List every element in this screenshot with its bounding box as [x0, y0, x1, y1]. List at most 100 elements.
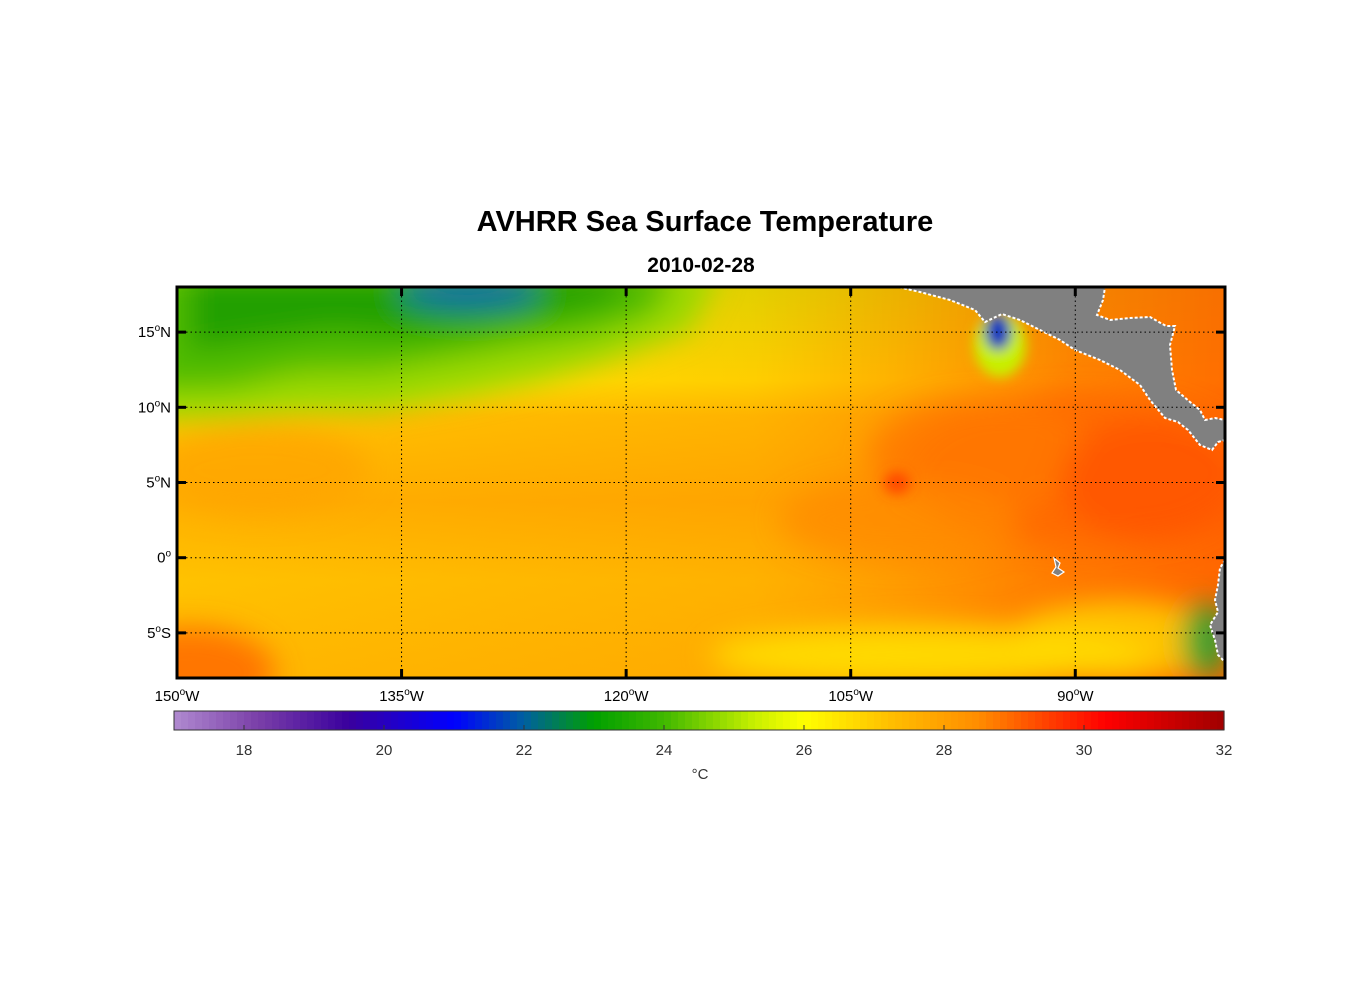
lat-label-hemisphere: N: [160, 399, 171, 416]
colorbar-swatch: [1049, 711, 1057, 730]
degree-symbol: o: [853, 687, 859, 698]
colorbar-swatch: [650, 711, 658, 730]
colorbar-swatch: [1147, 711, 1155, 730]
colorbar-tick-label: 22: [516, 742, 533, 759]
colorbar-swatch: [622, 711, 630, 730]
colorbar-swatch: [230, 711, 238, 730]
colorbar-swatch: [335, 711, 343, 730]
colorbar-swatch: [1063, 711, 1071, 730]
degree-symbol: o: [1074, 687, 1080, 698]
graticule: [176, 287, 1225, 678]
colorbar-swatch: [440, 711, 448, 730]
colorbar-swatch: [748, 711, 756, 730]
lat-label-degrees: 0: [157, 550, 165, 567]
colorbar-swatch: [265, 711, 273, 730]
colorbar-swatch: [755, 711, 763, 730]
colorbar-swatch: [454, 711, 462, 730]
colorbar-swatch: [559, 711, 567, 730]
colorbar-swatch: [363, 711, 371, 730]
colorbar-swatch: [587, 711, 595, 730]
colorbar-swatch: [580, 711, 588, 730]
colorbar-swatch: [195, 711, 203, 730]
colorbar-swatch: [706, 711, 714, 730]
colorbar-swatch: [853, 711, 861, 730]
colorbar-swatch: [664, 711, 672, 730]
lon-label-degrees: 135: [379, 688, 404, 705]
lat-label: 10oN: [138, 398, 171, 416]
colorbar-swatch: [657, 711, 665, 730]
colorbar-unit: °C: [692, 766, 709, 783]
colorbar-swatch: [370, 711, 378, 730]
colorbar-swatch: [804, 711, 812, 730]
lon-label-hemisphere: W: [1079, 688, 1094, 705]
colorbar-swatch: [174, 711, 182, 730]
colorbar-swatch: [1161, 711, 1169, 730]
colorbar-swatch: [552, 711, 560, 730]
colorbar-swatch: [818, 711, 826, 730]
colorbar-swatch: [1154, 711, 1162, 730]
colorbar-swatch: [1105, 711, 1113, 730]
colorbar-swatch: [734, 711, 742, 730]
colorbar-swatch: [944, 711, 952, 730]
colorbar-swatch: [867, 711, 875, 730]
colorbar-swatch: [888, 711, 896, 730]
colorbar-swatch: [349, 711, 357, 730]
colorbar-swatch: [510, 711, 518, 730]
lon-label-hemisphere: W: [634, 688, 649, 705]
map-title: AVHRR Sea Surface Temperature: [476, 206, 934, 238]
lat-label: 15oN: [138, 323, 171, 341]
colorbar-swatch: [531, 711, 539, 730]
colorbar-swatch: [839, 711, 847, 730]
colorbar-tick-label: 24: [656, 742, 673, 759]
colorbar-swatch: [979, 711, 987, 730]
colorbar-swatch: [916, 711, 924, 730]
colorbar-swatch: [790, 711, 798, 730]
colorbar-swatch: [713, 711, 721, 730]
lat-label: 0o: [157, 549, 171, 567]
colorbar-swatch: [258, 711, 266, 730]
colorbar-swatch: [1112, 711, 1120, 730]
colorbar-swatch: [1014, 711, 1022, 730]
colorbar-swatch: [1217, 711, 1225, 730]
lat-label: 5oN: [146, 474, 171, 492]
colorbar-swatch: [741, 711, 749, 730]
colorbar-tick-label: 32: [1216, 742, 1233, 759]
lon-label: 135oW: [379, 687, 425, 705]
colorbar: 18 20 22 24 26 28 30 32: [173, 710, 1233, 759]
colorbar-swatch: [769, 711, 777, 730]
colorbar-swatch: [832, 711, 840, 730]
colorbar-swatch: [951, 711, 959, 730]
lon-label: 105oW: [828, 687, 874, 705]
colorbar-swatch: [1084, 711, 1092, 730]
colorbar-swatch: [216, 711, 224, 730]
colorbar-swatch: [965, 711, 973, 730]
colorbar-swatch: [692, 711, 700, 730]
colorbar-swatch: [601, 711, 609, 730]
colorbar-tick-label: 28: [936, 742, 953, 759]
colorbar-swatch: [279, 711, 287, 730]
lat-label: 5oS: [147, 624, 171, 642]
colorbar-swatch: [1091, 711, 1099, 730]
degree-symbol: o: [180, 687, 186, 698]
lon-label-hemisphere: W: [410, 688, 425, 705]
colorbar-swatch: [223, 711, 231, 730]
colorbar-tick-label: 26: [796, 742, 813, 759]
colorbar-swatch: [720, 711, 728, 730]
colorbar-swatch: [902, 711, 910, 730]
colorbar-swatch: [209, 711, 217, 730]
colorbar-swatch: [958, 711, 966, 730]
colorbar-swatch: [909, 711, 917, 730]
colorbar-swatch: [356, 711, 364, 730]
colorbar-swatch: [1196, 711, 1204, 730]
colorbar-swatch: [1021, 711, 1029, 730]
colorbar-swatch: [419, 711, 427, 730]
colorbar-swatch: [874, 711, 882, 730]
degree-symbol: o: [155, 323, 161, 334]
lat-label-hemisphere: N: [160, 324, 171, 341]
colorbar-swatch: [328, 711, 336, 730]
colorbar-swatch: [671, 711, 679, 730]
lon-label-hemisphere: W: [859, 688, 874, 705]
colorbar-swatch: [517, 711, 525, 730]
